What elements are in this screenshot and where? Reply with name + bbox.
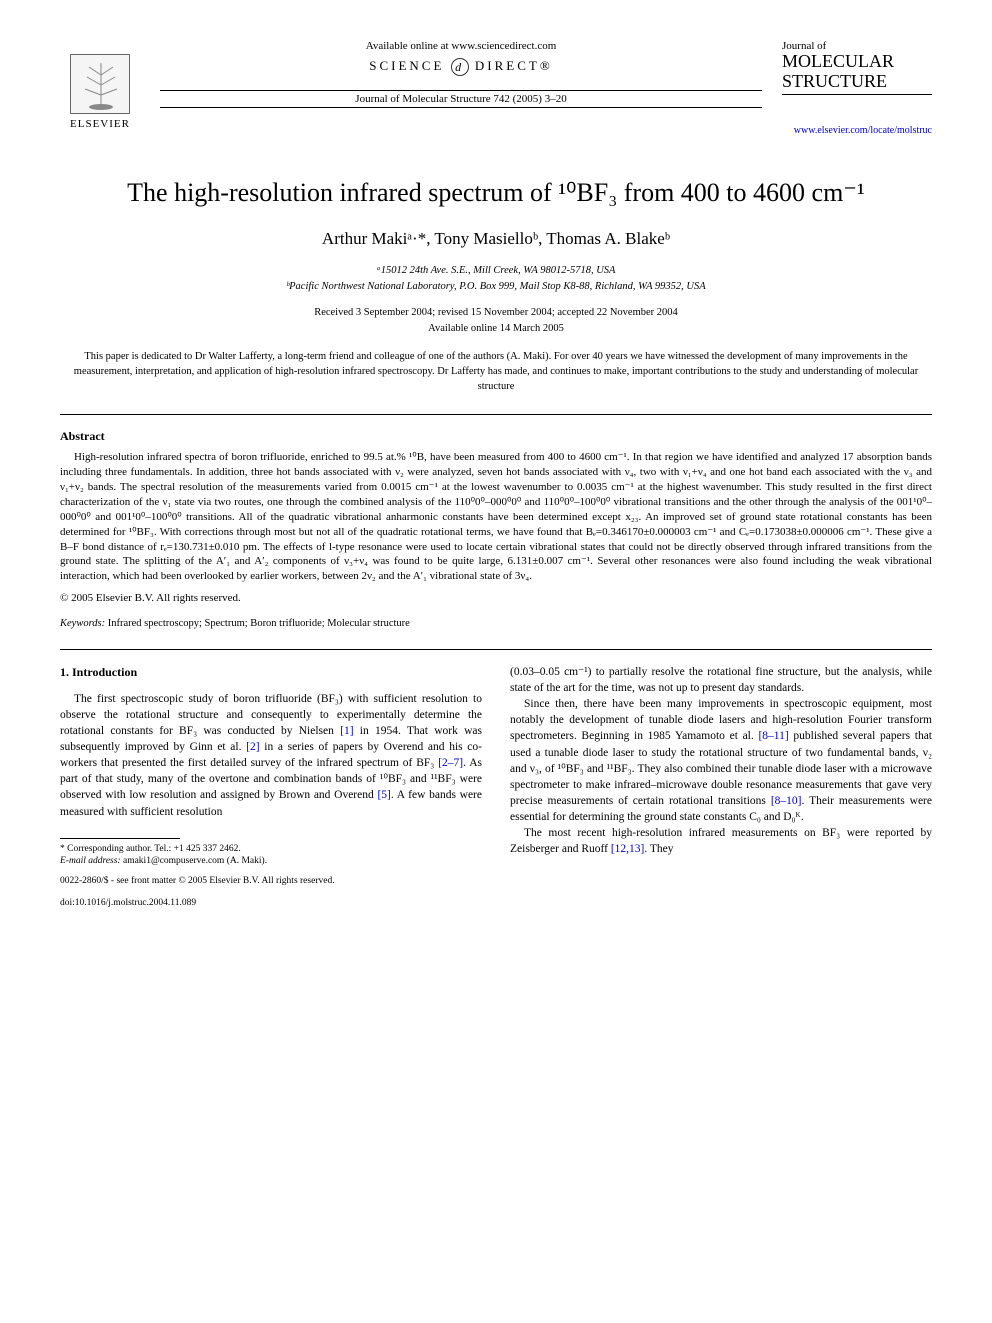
ref-link-6[interactable]: [8–10] xyxy=(771,795,802,807)
article-dates: Received 3 September 2004; revised 15 No… xyxy=(60,305,932,337)
elsevier-label: ELSEVIER xyxy=(70,118,130,130)
center-header: Available online at www.sciencedirect.co… xyxy=(140,40,782,110)
keywords-label: Keywords: xyxy=(60,618,105,629)
journal-url[interactable]: www.elsevier.com/locate/molstruc xyxy=(782,125,932,136)
corresponding-author-note: * Corresponding author. Tel.: +1 425 337… xyxy=(60,843,482,855)
intro-paragraph-2: Since then, there have been many improve… xyxy=(510,696,932,825)
journal-logo-block: Journal of MOLECULAR STRUCTURE www.elsev… xyxy=(782,40,932,136)
ref-link-1[interactable]: [1] xyxy=(340,725,353,737)
right-column: (0.03–0.05 cm⁻¹) to partially resolve th… xyxy=(510,664,932,910)
page-header: ELSEVIER Available online at www.science… xyxy=(60,40,932,136)
dates-online: Available online 14 March 2005 xyxy=(60,321,932,337)
dates-received: Received 3 September 2004; revised 15 No… xyxy=(60,305,932,321)
email-address[interactable]: amaki1@compuserve.com (A. Maki). xyxy=(121,856,267,866)
email-label: E-mail address: xyxy=(60,856,121,866)
intro-paragraph-1: The first spectroscopic study of boron t… xyxy=(60,691,482,820)
ref-link-2[interactable]: [2] xyxy=(246,741,259,753)
p3-a: The most recent high-resolution infrared… xyxy=(510,827,932,855)
journal-reference: Journal of Molecular Structure 742 (2005… xyxy=(160,93,762,105)
abstract-text: High-resolution infrared spectra of boro… xyxy=(60,450,932,584)
elsevier-logo: ELSEVIER xyxy=(60,40,140,130)
journal-name-line2: STRUCTURE xyxy=(782,72,932,92)
affiliation-b: ᵇPacific Northwest National Laboratory, … xyxy=(60,279,932,295)
science-direct-logo: SCIENCE d DIRECT® xyxy=(160,58,762,76)
sd-left: SCIENCE xyxy=(369,58,444,73)
dedication-text: This paper is dedicated to Dr Walter Laf… xyxy=(60,350,932,394)
doi-line: doi:10.1016/j.molstruc.2004.11.089 xyxy=(60,897,482,910)
sd-at-icon: d xyxy=(451,58,469,76)
affiliations: ᵃ15012 24th Ave. S.E., Mill Creek, WA 98… xyxy=(60,263,932,295)
body-columns: 1. Introduction The first spectroscopic … xyxy=(60,664,932,910)
section-1-heading: 1. Introduction xyxy=(60,664,482,681)
journal-logo-rule xyxy=(782,94,932,95)
keywords-line: Keywords: Infrared spectroscopy; Spectru… xyxy=(60,618,932,629)
intro-paragraph-1-cont: (0.03–0.05 cm⁻¹) to partially resolve th… xyxy=(510,664,932,696)
ref-link-5[interactable]: [8–11] xyxy=(758,730,788,742)
ref-link-4[interactable]: [5] xyxy=(377,789,390,801)
paper-title: The high-resolution infrared spectrum of… xyxy=(60,176,932,210)
journal-name-line1: MOLECULAR xyxy=(782,52,932,72)
available-online-text: Available online at www.sciencedirect.co… xyxy=(160,40,762,52)
abstract-bottom-rule xyxy=(60,649,932,650)
email-line: E-mail address: amaki1@compuserve.com (A… xyxy=(60,855,482,867)
left-column: 1. Introduction The first spectroscopic … xyxy=(60,664,482,910)
copyright-line: © 2005 Elsevier B.V. All rights reserved… xyxy=(60,592,932,604)
header-rule-bottom xyxy=(160,107,762,108)
ref-link-3[interactable]: [2–7] xyxy=(438,757,463,769)
keywords-text: Infrared spectroscopy; Spectrum; Boron t… xyxy=(105,618,410,629)
p3-b: . They xyxy=(644,843,673,855)
affiliation-a: ᵃ15012 24th Ave. S.E., Mill Creek, WA 98… xyxy=(60,263,932,279)
abstract-body: High-resolution infrared spectra of boro… xyxy=(60,450,932,584)
authors-line: Arthur Makiᵃ·*, Tony Masielloᵇ, Thomas A… xyxy=(60,229,932,249)
elsevier-tree-icon xyxy=(70,54,130,114)
abstract-top-rule xyxy=(60,414,932,415)
intro-paragraph-3: The most recent high-resolution infrared… xyxy=(510,825,932,857)
header-rule-top xyxy=(160,90,762,91)
ref-link-7[interactable]: [12,13] xyxy=(611,843,645,855)
front-matter-line: 0022-2860/$ - see front matter © 2005 El… xyxy=(60,875,482,888)
abstract-heading: Abstract xyxy=(60,429,932,444)
footnote-rule xyxy=(60,838,180,839)
sd-right: DIRECT® xyxy=(475,58,553,73)
